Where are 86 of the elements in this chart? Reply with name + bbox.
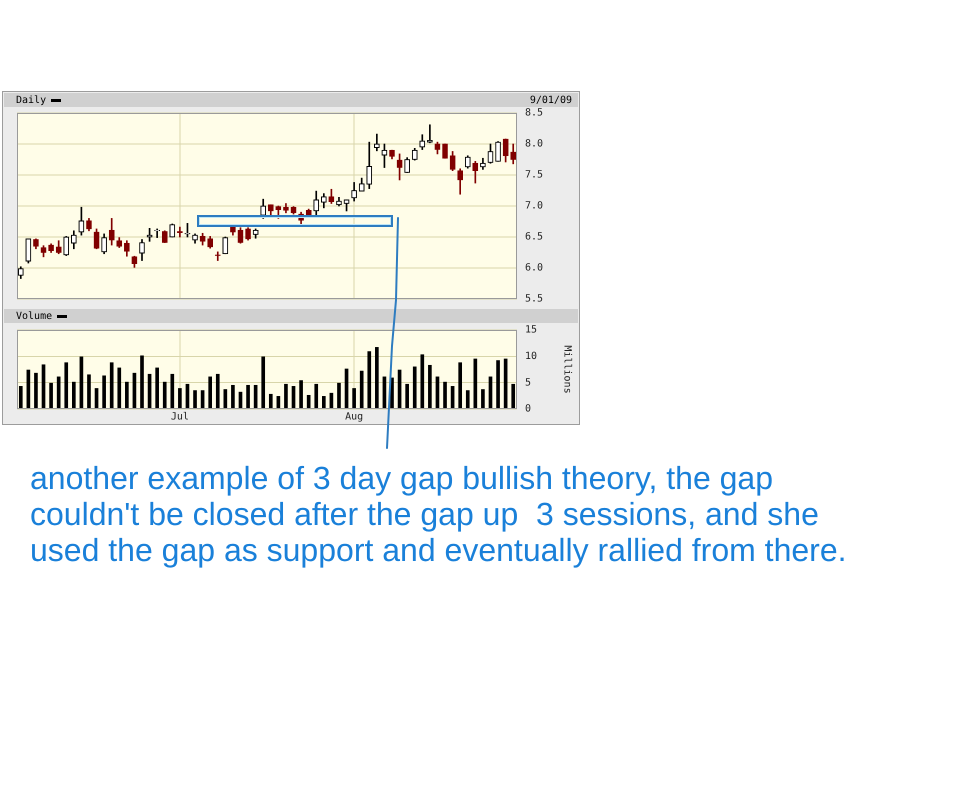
text: another example of 3 day gap bullish theory, the gap couldn't be closed after the gap up 3 sessions, and she used the gap as support and eventually rallied from there. <box>30 460 848 568</box>
bar <box>337 382 341 409</box>
bar <box>162 382 167 409</box>
legend-label: Volume <box>16 310 52 322</box>
header-bar: Daily 9/01/09 <box>4 93 578 107</box>
bar <box>42 364 46 409</box>
bar <box>72 382 76 409</box>
bar <box>208 376 212 409</box>
chart-title: Daily <box>16 94 46 106</box>
bar <box>511 384 516 409</box>
y-tick-label: 8.0 <box>525 138 544 150</box>
bar <box>322 396 326 409</box>
bar <box>306 394 310 409</box>
bar <box>276 396 280 409</box>
bar <box>238 392 242 409</box>
bar <box>26 370 30 409</box>
y-tick-label: 8.5 <box>525 108 544 119</box>
bar <box>231 384 235 409</box>
bar <box>18 386 23 409</box>
bar <box>94 388 98 409</box>
bar <box>216 374 220 409</box>
bar <box>254 384 258 409</box>
y-tick-label: 6.5 <box>525 232 544 243</box>
bar <box>405 384 409 409</box>
bar <box>496 360 500 409</box>
bar <box>420 354 424 409</box>
bar <box>367 351 372 409</box>
y-tick-label: 7.0 <box>525 200 544 212</box>
bar <box>268 394 273 409</box>
bar <box>344 368 348 409</box>
y-axis-title: Millions <box>561 345 572 394</box>
bar <box>80 356 84 409</box>
bar <box>34 372 38 409</box>
bar <box>200 390 204 409</box>
bar <box>246 384 250 409</box>
bar <box>125 382 129 409</box>
bar <box>428 364 432 409</box>
bar <box>284 384 288 409</box>
bar <box>382 376 386 409</box>
bar <box>132 372 136 409</box>
bar <box>398 370 402 409</box>
bar <box>140 355 144 409</box>
bar <box>110 362 114 409</box>
bar <box>450 386 454 409</box>
y-tick-label: 10 <box>525 350 538 362</box>
bar <box>488 376 492 409</box>
y-tick-label: 7.5 <box>525 170 544 181</box>
bar <box>436 376 440 409</box>
y-tick-label: 0 <box>525 404 532 415</box>
bar <box>102 375 106 409</box>
bar <box>314 384 318 409</box>
header-bar: Volume <box>4 309 578 323</box>
bar <box>504 358 508 409</box>
bar <box>49 382 53 409</box>
candlestick <box>146 228 152 242</box>
y-tick-label: 6.0 <box>525 262 544 274</box>
bar <box>412 366 417 409</box>
bar <box>481 389 485 409</box>
bar <box>458 362 462 409</box>
bar <box>466 390 470 409</box>
y-tick-label: 5.5 <box>525 294 544 305</box>
bar <box>375 347 379 409</box>
bar <box>292 386 296 409</box>
x-tick-label: Aug <box>345 412 364 423</box>
bar <box>178 388 182 409</box>
bar <box>64 362 68 409</box>
bar <box>330 392 334 409</box>
bar <box>56 376 60 409</box>
bar <box>186 384 190 409</box>
bar <box>261 356 266 409</box>
bar <box>170 374 174 409</box>
bar <box>117 368 122 409</box>
y-tick-label: 5 <box>525 377 532 388</box>
bar <box>148 374 152 409</box>
y-tick-label: 15 <box>525 324 538 336</box>
bar <box>443 382 447 409</box>
candlestick <box>382 144 388 168</box>
bar <box>87 374 91 409</box>
bar <box>474 358 478 409</box>
x-tick-label: Jul <box>170 412 189 423</box>
bar <box>360 370 364 409</box>
bar <box>155 368 159 409</box>
bar <box>299 380 303 409</box>
bar <box>224 389 228 409</box>
bar <box>193 390 197 409</box>
bar <box>352 388 356 409</box>
